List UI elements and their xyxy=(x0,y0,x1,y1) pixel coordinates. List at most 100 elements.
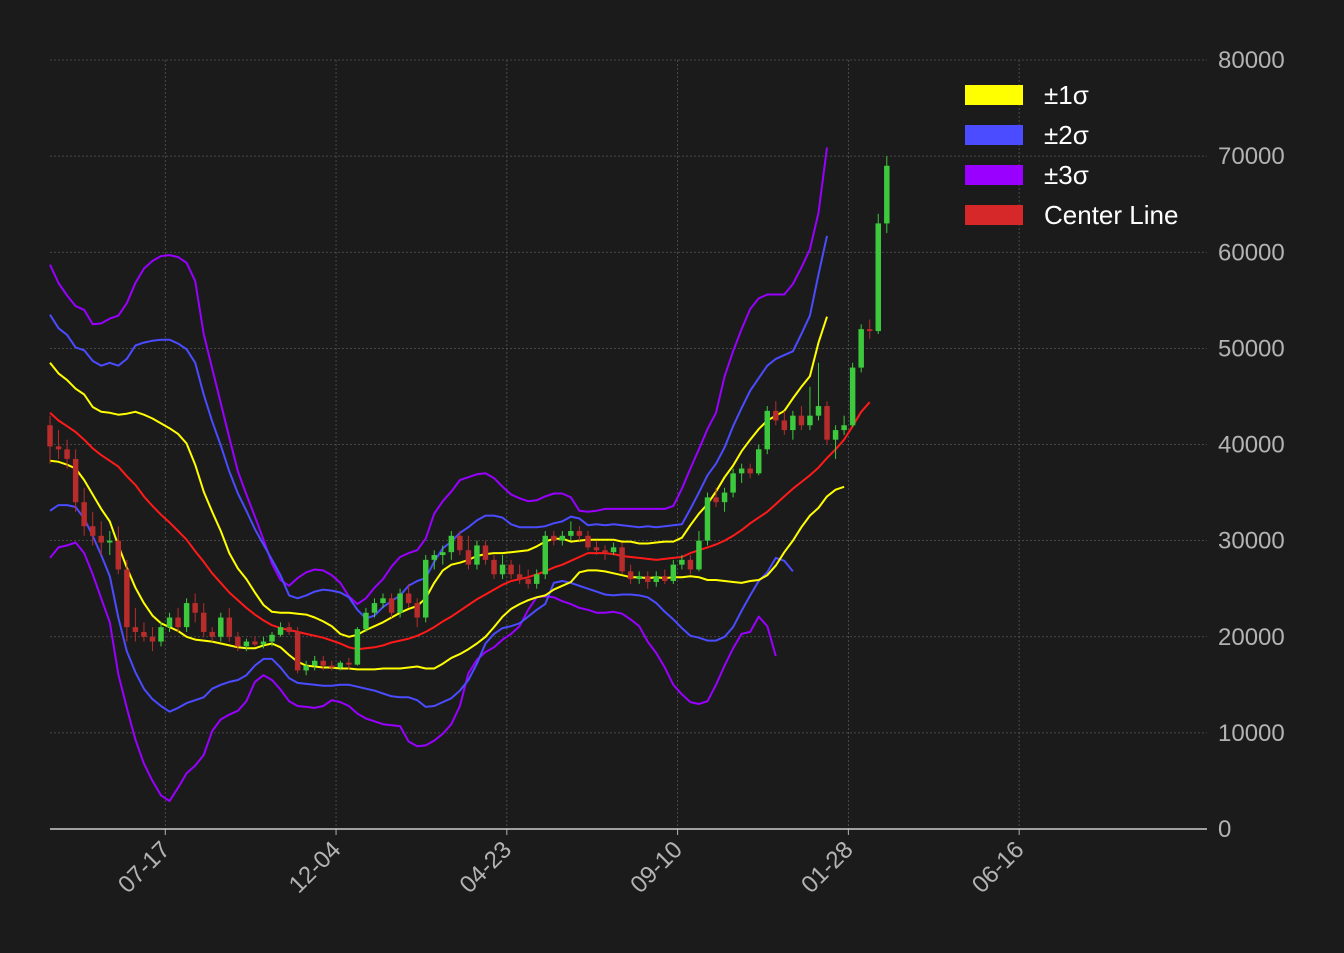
candle-body xyxy=(200,612,207,632)
candle-body xyxy=(277,627,284,635)
candle-body xyxy=(636,576,642,580)
candle-body xyxy=(132,627,139,632)
y-tick-label: 60000 xyxy=(1218,239,1285,266)
candle-body xyxy=(807,415,813,426)
candle-body xyxy=(516,574,523,580)
y-tick-label: 0 xyxy=(1218,816,1231,843)
legend-swatch xyxy=(965,205,1023,225)
candle-body xyxy=(568,531,574,536)
candle-body xyxy=(499,564,506,575)
candle-body xyxy=(346,662,352,665)
candle-body xyxy=(670,564,677,581)
candle-body xyxy=(175,617,181,628)
candle-body xyxy=(192,603,198,613)
candle-body xyxy=(431,555,437,560)
candle-body xyxy=(294,631,301,671)
candle-body xyxy=(98,535,104,543)
candle-body xyxy=(755,449,762,474)
candle-body xyxy=(209,631,215,637)
candle-body xyxy=(619,547,625,572)
candle-body xyxy=(824,406,830,440)
candle-body xyxy=(747,468,753,474)
candle-body xyxy=(303,665,309,671)
candle-body xyxy=(414,603,420,618)
candle-body xyxy=(141,631,147,637)
candle-body xyxy=(226,617,233,637)
candle-body xyxy=(158,627,164,642)
candle-body xyxy=(730,473,736,493)
candle-body xyxy=(875,223,881,332)
candle-body xyxy=(380,598,386,604)
y-tick-label: 40000 xyxy=(1218,432,1285,459)
legend-label: Center Line xyxy=(1044,200,1178,230)
candle-body xyxy=(764,410,770,450)
candle-body xyxy=(448,535,455,553)
candle-body xyxy=(286,627,292,632)
candle-body xyxy=(337,662,344,668)
legend-swatch xyxy=(965,125,1023,145)
y-tick-label: 20000 xyxy=(1218,624,1285,651)
candle-body xyxy=(354,629,361,665)
candle-body xyxy=(559,535,566,541)
legend-label: ±2σ xyxy=(1044,120,1089,150)
candle-body xyxy=(576,531,583,536)
upper-1sigma-line xyxy=(49,316,828,638)
candle-body xyxy=(533,574,540,584)
bands xyxy=(49,147,871,803)
candle-body xyxy=(474,545,480,565)
legend: ±1σ ±2σ ±3σ Center Line xyxy=(965,80,1178,230)
candle-body xyxy=(371,603,378,613)
upper-2sigma-line xyxy=(49,235,828,620)
candle-body xyxy=(627,571,634,580)
lower-1sigma-line xyxy=(49,459,845,671)
candle-body xyxy=(124,569,130,628)
candle-body xyxy=(525,579,531,584)
candle-body xyxy=(243,641,250,647)
candle-body xyxy=(687,559,694,570)
candle-body xyxy=(696,540,702,570)
candle-body xyxy=(679,559,685,565)
candle-body xyxy=(585,535,591,548)
candle-body xyxy=(713,497,719,503)
candle-body xyxy=(252,641,258,645)
candle-body xyxy=(542,535,548,575)
candle-body xyxy=(149,636,156,642)
candle-body xyxy=(482,545,489,560)
y-tick-label: 30000 xyxy=(1218,528,1285,555)
candle-body xyxy=(235,636,241,647)
y-tick-label: 80000 xyxy=(1218,47,1285,74)
candle-body xyxy=(610,547,617,553)
candle-body xyxy=(115,540,122,570)
center-line xyxy=(49,401,871,651)
candle-body xyxy=(72,458,79,503)
candle-body xyxy=(320,660,326,666)
candle-body xyxy=(781,420,788,431)
candle-body xyxy=(218,617,224,637)
candle-body xyxy=(602,550,608,553)
candle-body xyxy=(405,593,412,604)
candle-body xyxy=(166,617,173,628)
candle-body xyxy=(704,497,711,541)
candles xyxy=(47,156,890,676)
candle-body xyxy=(841,425,847,431)
candle-body xyxy=(832,430,839,440)
candle-body xyxy=(183,603,190,628)
candle-body xyxy=(773,410,779,421)
candle-body xyxy=(260,641,267,645)
lower-3sigma-line xyxy=(49,541,777,803)
candle-body xyxy=(884,165,890,224)
candle-body xyxy=(551,535,557,541)
candle-body xyxy=(81,502,87,527)
candle-body xyxy=(644,576,651,582)
y-tick-label: 70000 xyxy=(1218,143,1285,170)
candle-body xyxy=(721,492,728,503)
candle-body xyxy=(457,535,463,551)
candle-body xyxy=(107,540,113,543)
candle-body xyxy=(465,550,472,565)
upper-3sigma-line xyxy=(49,147,828,606)
candle-body xyxy=(329,665,335,668)
y-tick-label: 50000 xyxy=(1218,335,1285,362)
candle-body xyxy=(47,425,53,447)
legend-label: ±1σ xyxy=(1044,80,1089,110)
